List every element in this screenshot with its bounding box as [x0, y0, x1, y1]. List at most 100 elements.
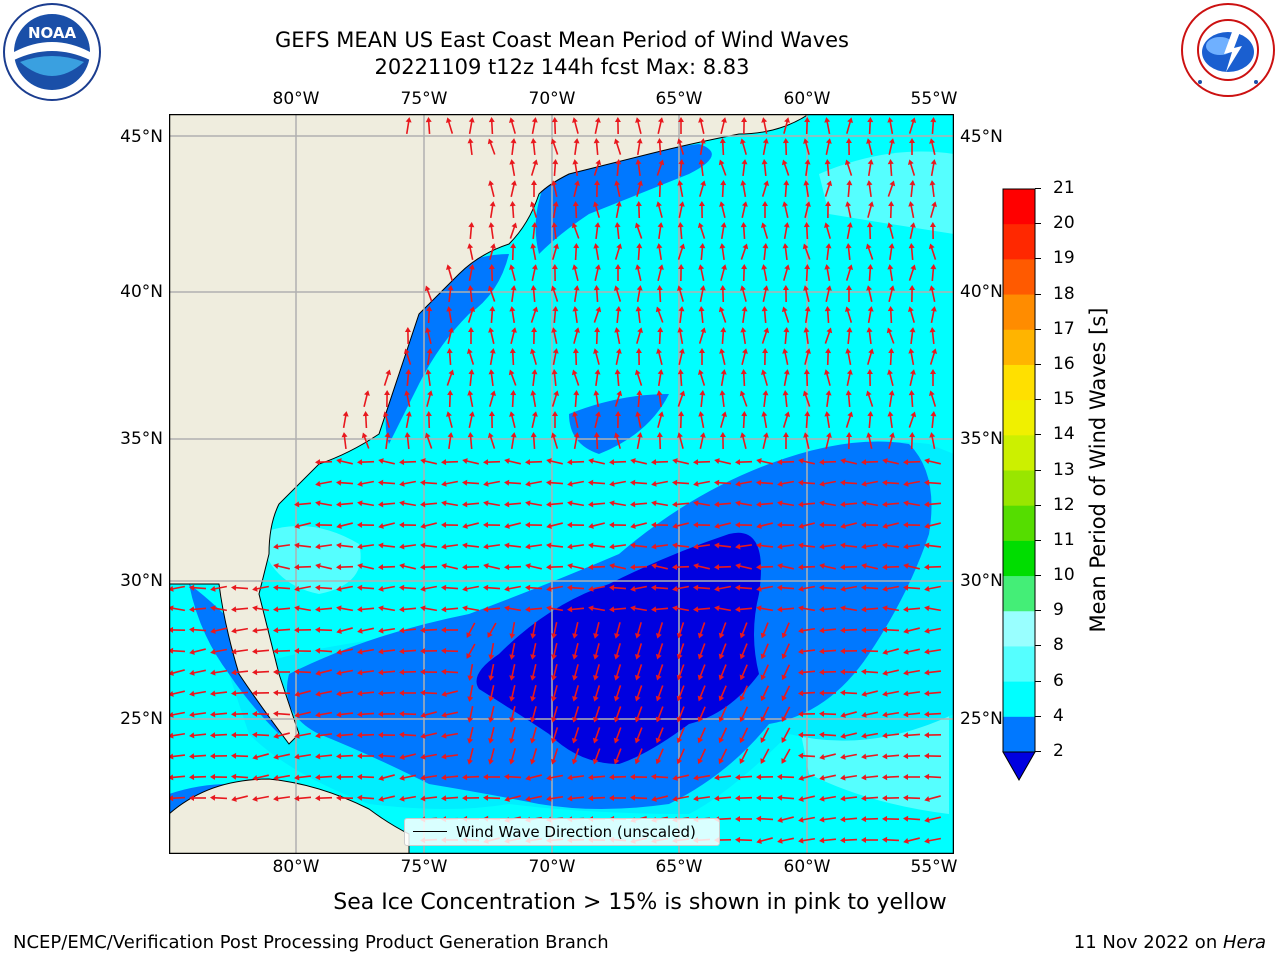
wave-arrow — [483, 521, 501, 528]
wave-arrow — [909, 222, 916, 239]
wave-arrow — [756, 585, 774, 592]
wave-arrow — [550, 727, 559, 744]
wave-arrow — [930, 264, 937, 282]
wave-arrow — [781, 685, 791, 702]
wave-arrow — [169, 732, 186, 739]
wave-arrow — [697, 369, 706, 386]
wave-arrow — [399, 627, 417, 634]
wave-arrow — [552, 243, 559, 260]
wave-arrow — [509, 664, 516, 681]
wave-arrow — [531, 180, 537, 197]
wave-arrow — [530, 243, 537, 261]
wave-arrow — [930, 306, 937, 324]
wave-arrow — [739, 748, 749, 765]
wave-arrow — [609, 459, 627, 466]
wave-arrow — [929, 222, 936, 240]
wave-arrow — [189, 774, 207, 781]
wave-arrow — [651, 563, 668, 570]
wave-arrow — [420, 689, 438, 696]
wave-arrow — [678, 264, 685, 282]
wave-arrow — [924, 564, 942, 571]
wave-arrow — [928, 243, 937, 260]
wave-arrow — [655, 622, 664, 639]
wave-arrow — [399, 584, 417, 591]
lon-label-top-80w: 80°W — [272, 89, 320, 109]
wave-arrow — [676, 727, 685, 744]
colorbar-band — [1003, 611, 1035, 647]
colorbar-tick-mark — [1035, 645, 1041, 647]
wave-arrow — [677, 369, 684, 387]
wave-arrow — [210, 753, 228, 760]
wave-arrow — [420, 585, 438, 592]
wave-arrow — [741, 201, 748, 218]
wave-arrow — [378, 648, 396, 655]
wave-arrow — [908, 411, 917, 428]
wave-arrow — [357, 690, 375, 697]
wave-arrow — [169, 585, 186, 592]
colorbar-tick-label: 16 — [1053, 353, 1075, 374]
wave-arrow — [169, 753, 186, 760]
wave-arrow — [714, 795, 732, 802]
wave-arrow — [699, 432, 706, 449]
wave-arrow — [861, 690, 878, 697]
wave-arrow — [903, 774, 920, 780]
wave-arrow — [677, 243, 686, 260]
wave-arrow — [930, 201, 937, 218]
wave-arrow — [467, 748, 474, 765]
colorbar-tick-label: 11 — [1053, 529, 1075, 550]
wave-arrow — [467, 663, 474, 681]
wave-arrow — [552, 201, 559, 219]
wave-arrow — [865, 390, 874, 407]
wave-arrow — [740, 285, 747, 302]
wave-arrow — [609, 500, 627, 507]
wave-arrow — [488, 327, 495, 344]
wave-arrow — [824, 159, 831, 177]
wave-arrow — [783, 369, 790, 387]
wave-arrow — [336, 648, 353, 655]
wave-arrow — [294, 795, 312, 802]
colorbar-tick-label: 17 — [1053, 318, 1075, 339]
wave-arrow — [510, 180, 517, 197]
wave-arrow — [273, 669, 290, 675]
wave-arrow — [819, 795, 837, 802]
wave-arrow — [531, 411, 538, 428]
wave-arrow — [399, 690, 416, 696]
wave-arrow — [777, 459, 795, 466]
wave-arrow — [614, 622, 621, 639]
wave-arrow — [908, 306, 915, 323]
wave-arrow — [846, 432, 853, 450]
wave-arrow — [294, 585, 312, 592]
wave-arrow — [861, 606, 879, 613]
wave-arrow — [882, 732, 900, 739]
wave-arrow — [467, 390, 474, 408]
wave-arrow — [504, 585, 522, 592]
wave-arrow — [357, 584, 375, 591]
wave-arrow — [718, 159, 727, 176]
wave-arrow — [840, 627, 858, 634]
wave-arrow — [798, 458, 815, 465]
wave-arrow — [714, 605, 732, 612]
wave-arrow — [630, 501, 648, 508]
wave-arrow — [840, 711, 857, 718]
wave-arrow — [441, 543, 459, 550]
wave-arrow — [867, 411, 874, 429]
wave-arrow — [882, 585, 900, 592]
wave-arrow — [861, 774, 879, 781]
colorbar-tick-mark — [1035, 469, 1041, 471]
wave-arrow — [861, 627, 878, 633]
wave-arrow — [798, 648, 816, 655]
wave-arrow — [861, 500, 879, 507]
wave-arrow — [845, 411, 854, 428]
wave-arrow — [656, 390, 663, 408]
wave-arrow — [189, 584, 207, 591]
wave-arrow — [273, 627, 291, 634]
wave-arrow — [718, 727, 728, 744]
wave-arrow — [383, 411, 390, 428]
wave-arrow — [531, 264, 538, 281]
wave-arrow — [886, 327, 895, 344]
wave-arrow — [441, 690, 458, 697]
wave-arrow — [530, 159, 539, 176]
wave-arrow — [718, 306, 727, 323]
wave-arrow — [467, 727, 474, 744]
wave-arrow — [861, 837, 878, 843]
